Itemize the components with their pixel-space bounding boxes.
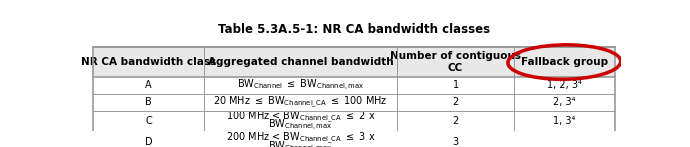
Text: Number of contiguous
CC: Number of contiguous CC [390, 51, 521, 73]
Text: Aggregated channel bandwidth: Aggregated channel bandwidth [208, 57, 393, 67]
Text: D: D [145, 137, 152, 147]
Text: Fallback group: Fallback group [521, 57, 608, 67]
FancyBboxPatch shape [92, 132, 615, 147]
Text: 2: 2 [453, 116, 459, 126]
Text: 3: 3 [453, 137, 459, 147]
FancyBboxPatch shape [92, 111, 615, 132]
Text: 1, 2, 3⁴: 1, 2, 3⁴ [547, 80, 582, 90]
Text: 2: 2 [453, 97, 459, 107]
FancyBboxPatch shape [92, 94, 615, 111]
Text: 1, 3⁴: 1, 3⁴ [553, 116, 575, 126]
Text: B: B [145, 97, 152, 107]
Text: Table 5.3A.5-1: NR CA bandwidth classes: Table 5.3A.5-1: NR CA bandwidth classes [217, 23, 490, 36]
Text: BW$_{\mathregular{Channel}}$ $\leq$ BW$_{\mathregular{Channel,max}}$: BW$_{\mathregular{Channel}}$ $\leq$ BW$_… [237, 78, 364, 93]
Text: NR CA bandwidth class: NR CA bandwidth class [81, 57, 216, 67]
Text: 2, 3⁴: 2, 3⁴ [553, 97, 575, 107]
Text: 1: 1 [453, 80, 459, 90]
FancyBboxPatch shape [92, 77, 615, 94]
Text: 20 MHz $\leq$ BW$_{\mathregular{Channel\_CA}}$ $\leq$ 100 MHz: 20 MHz $\leq$ BW$_{\mathregular{Channel\… [213, 95, 388, 110]
FancyBboxPatch shape [92, 47, 615, 77]
Text: C: C [145, 116, 152, 126]
Text: BW$_{\mathregular{Channel,max}}$: BW$_{\mathregular{Channel,max}}$ [268, 118, 333, 133]
Text: 200 MHz < BW$_{\mathregular{Channel\_CA}}$ $\leq$ 3 x: 200 MHz < BW$_{\mathregular{Channel\_CA}… [226, 131, 375, 146]
Text: 100 MHz < BW$_{\mathregular{Channel\_CA}}$ $\leq$ 2 x: 100 MHz < BW$_{\mathregular{Channel\_CA}… [226, 110, 375, 125]
Text: BW$_{\mathregular{Channel,max}}$: BW$_{\mathregular{Channel,max}}$ [268, 140, 333, 147]
Text: A: A [145, 80, 152, 90]
